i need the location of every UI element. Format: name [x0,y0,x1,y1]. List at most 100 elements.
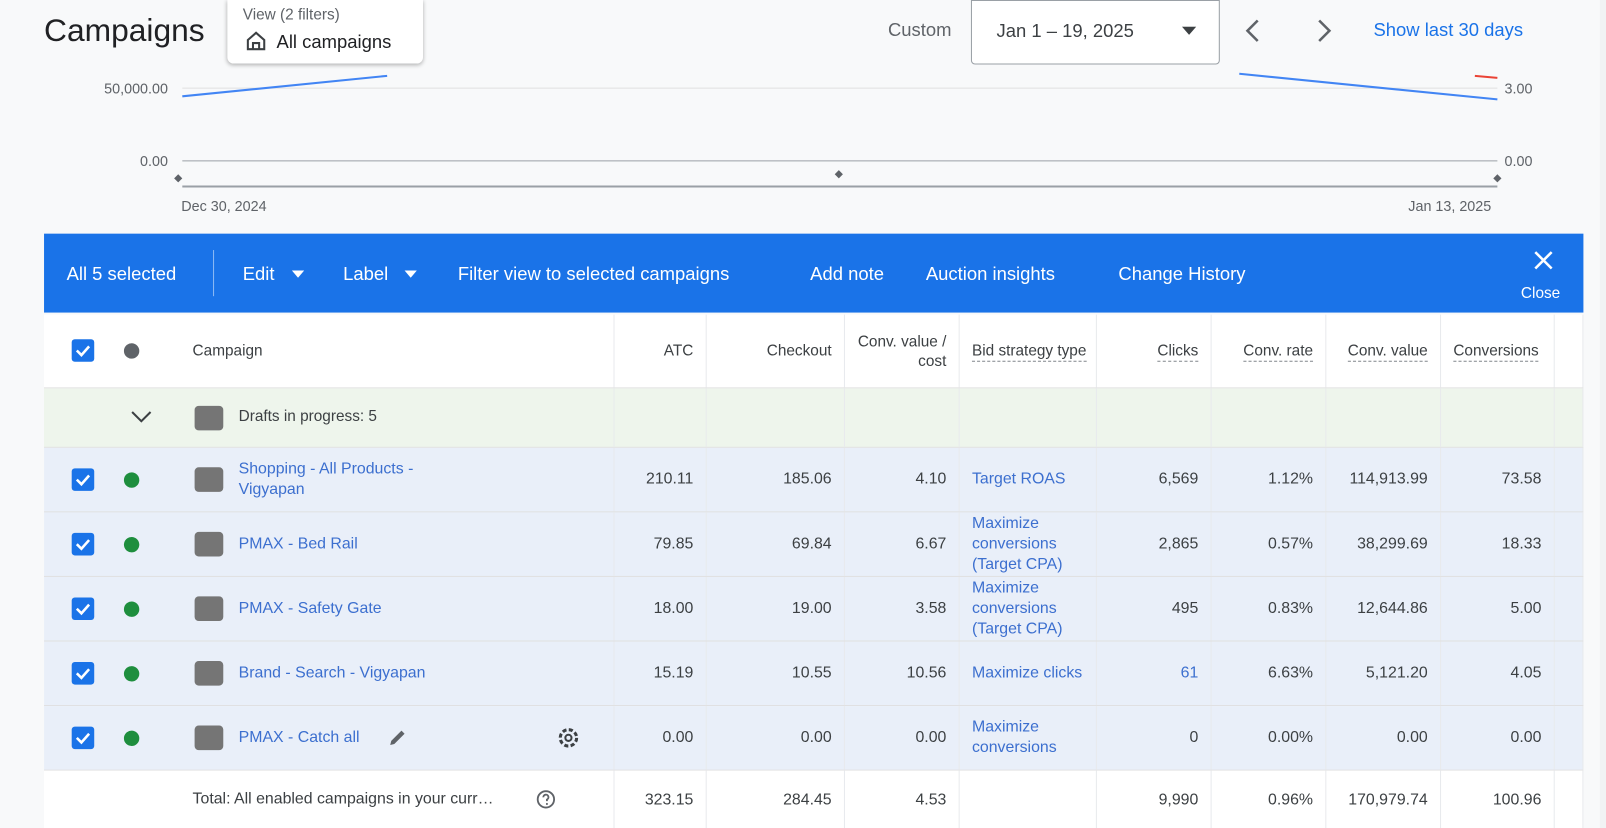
column-header[interactable]: ATC [615,314,707,388]
view-label: View (2 filters) [242,6,340,24]
total-label-cell: Total: All enabled campaigns in your cur… [44,770,615,828]
total-value: 0.96% [1212,770,1327,828]
empty-cell [845,388,960,447]
draft-group-row: Drafts in progress: 5 [44,388,1584,448]
column-header[interactable]: Bid strategy type [960,314,1097,388]
check-mark [75,603,91,616]
y-left-label: 0.00 [140,152,168,170]
campaign-cell: Brand - Search - Vigyapan [44,641,615,706]
spacer [1555,576,1584,641]
column-header[interactable]: Conv. value [1326,314,1442,388]
bid-strategy[interactable]: Maximize conversions (Target CPA) [960,512,1097,576]
column-header[interactable]: Checkout [707,314,845,388]
column-header[interactable]: Conversions [1441,314,1555,388]
metric-cell: 69.84 [707,512,845,576]
bid-strategy[interactable]: Maximize conversions (Target CPA) [960,576,1097,641]
view-selector[interactable]: View (2 filters) All campaigns [227,0,423,64]
prev-button[interactable] [1243,18,1263,43]
column-header-text: Clicks [1157,341,1199,362]
campaign-name[interactable]: Shopping - All Products - Vigyapan [238,460,414,499]
campaign-type-icon [194,660,224,686]
gear [558,728,579,748]
auction-insights-action[interactable]: Auction insights [925,263,1056,284]
campaign-name[interactable]: PMAX - Catch all [238,728,360,747]
metric-cell: 5.00 [1441,576,1555,641]
close-label[interactable]: Close [1520,284,1561,303]
checkbox[interactable] [71,339,95,362]
metric-cell: 0.00% [1212,706,1327,770]
change-history-action[interactable]: Change History [1118,263,1246,284]
show-last-link[interactable]: Show last 30 days [1373,19,1524,40]
bid-strategy[interactable]: Target ROAS [960,447,1097,512]
divider [213,250,215,297]
column-header[interactable]: Campaign [192,342,263,360]
campaign-row: PMAX - Catch all 0.00 0.00 0.00 Maximize con… [44,706,1584,771]
settings-icon[interactable] [556,726,581,756]
metric-cell: 0.57% [1212,512,1327,576]
campaign-type-icon [194,725,224,751]
checkbox[interactable] [71,726,95,750]
edit-menu[interactable]: Edit [242,263,275,284]
metric-cell: 4.05 [1441,641,1555,706]
campaign-name[interactable]: PMAX - Safety Gate [238,599,382,617]
metric-cell: 19.00 [707,576,845,641]
column-header[interactable]: Conv. value / cost [845,314,960,388]
spacer [1555,447,1584,512]
metric-cell: 5,121.20 [1326,641,1442,706]
label-menu[interactable]: Label [343,263,389,284]
metric-cell: 495 [1097,576,1212,641]
table-header: Campaign ATC Checkout Conv. value / cost Bid… [44,314,1584,389]
metric-cell: 10.55 [707,641,845,706]
column-header[interactable]: Clicks [1097,314,1212,388]
status-header-dot [123,343,140,359]
metric-cell: 0.00 [1326,706,1442,770]
column-header[interactable]: Conv. rate [1212,314,1327,388]
total-label: Total: All enabled campaigns in your cur… [192,790,494,808]
campaign-type-icon [194,467,224,492]
page-title: Campaigns [44,12,205,49]
empty-cell [960,388,1097,447]
bid-strategy[interactable]: Maximize conversions [960,706,1097,770]
column-header-text: Conv. value [1347,341,1428,362]
column-header-text: ATC [663,342,694,360]
metric-cell: 38,299.69 [1326,512,1442,576]
campaign-cell: PMAX - Bed Rail [44,512,615,576]
campaign-name[interactable]: Brand - Search - Vigyapan [238,664,426,682]
checkbox[interactable] [71,468,95,491]
metric-cell: 10.56 [845,641,960,706]
checkbox[interactable] [71,597,95,621]
total-value: 9,990 [1097,770,1212,828]
campaign-cell: PMAX - Safety Gate [44,576,615,641]
close-icon[interactable] [1533,250,1553,270]
date-picker[interactable]: Jan 1 – 19, 2025 [970,0,1220,65]
dropdown-arrow [291,270,305,278]
campaign-name[interactable]: PMAX - Bed Rail [238,534,358,553]
check-mark [75,732,91,745]
empty-cell [1555,388,1584,447]
checkbox[interactable] [71,662,95,685]
metric-cell: 15.19 [615,641,707,706]
metric-cell: 0 [1097,706,1212,770]
help-icon[interactable] [536,789,556,815]
view-value: All campaigns [276,31,392,53]
add-note-action[interactable]: Add note [810,263,884,284]
bid-strategy[interactable]: Maximize clicks [960,641,1097,706]
metric-cell: 114,913.99 [1326,447,1442,512]
expand-chevron[interactable] [130,410,153,429]
help-circle [536,790,556,809]
spacer [1555,641,1584,706]
edit-icon[interactable] [387,728,407,754]
campaign-type-icon [194,531,224,557]
campaign-row: Shopping - All Products - Vigyapan 210.11… [44,447,1584,513]
performance-chart [174,72,1502,188]
checkbox[interactable] [71,532,95,556]
total-value: 170,979.74 [1326,770,1442,828]
metric-cell: 18.33 [1441,512,1555,576]
column-header-text: Checkout [766,342,832,360]
filter-view-action[interactable]: Filter view to selected campaigns [457,263,730,284]
total-row: Total: All enabled campaigns in your cur… [44,770,1584,828]
status-dot [123,472,140,488]
next-button[interactable] [1313,18,1333,43]
spacer [1555,706,1584,770]
campaign-row: PMAX - Bed Rail 79.85 69.84 6.67 Maximize co… [44,512,1584,577]
